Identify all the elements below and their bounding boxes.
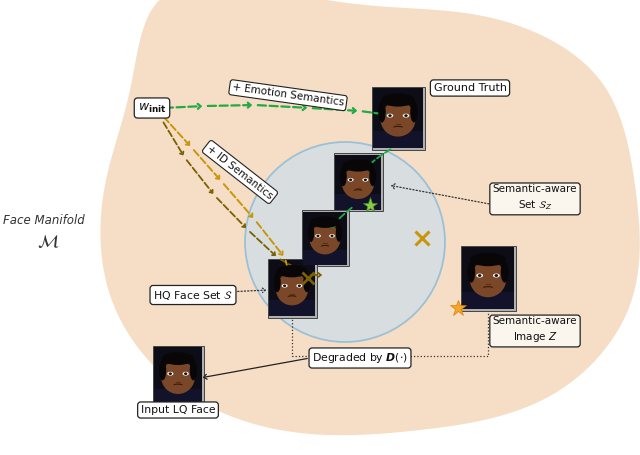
Bar — [373, 131, 423, 148]
Ellipse shape — [476, 273, 483, 278]
Ellipse shape — [470, 253, 506, 266]
Ellipse shape — [349, 178, 352, 181]
Ellipse shape — [403, 114, 409, 117]
Ellipse shape — [282, 284, 287, 288]
Ellipse shape — [364, 178, 367, 181]
Ellipse shape — [184, 372, 188, 375]
Ellipse shape — [336, 223, 342, 242]
Ellipse shape — [495, 274, 498, 277]
Ellipse shape — [308, 223, 314, 242]
Ellipse shape — [478, 274, 481, 277]
Bar — [373, 88, 423, 148]
Ellipse shape — [362, 178, 369, 182]
Bar — [269, 260, 315, 316]
Ellipse shape — [378, 101, 386, 122]
Ellipse shape — [316, 235, 319, 237]
Text: HQ Face Set $\mathcal{S}$: HQ Face Set $\mathcal{S}$ — [153, 288, 233, 302]
Bar — [462, 247, 514, 309]
Bar — [371, 86, 424, 150]
Ellipse shape — [159, 360, 166, 380]
Ellipse shape — [182, 372, 189, 375]
Text: Input LQ Face: Input LQ Face — [141, 405, 215, 415]
Ellipse shape — [296, 284, 302, 288]
Text: + Emotion Semantics: + Emotion Semantics — [232, 82, 344, 108]
Bar — [333, 153, 383, 211]
Text: Ground Truth: Ground Truth — [433, 83, 506, 93]
Ellipse shape — [310, 216, 340, 228]
Bar — [335, 194, 381, 209]
Bar — [154, 389, 202, 405]
Ellipse shape — [303, 273, 310, 292]
Bar — [152, 345, 204, 406]
Ellipse shape — [500, 261, 509, 283]
Bar — [301, 210, 349, 266]
Ellipse shape — [283, 284, 286, 287]
Ellipse shape — [276, 265, 308, 278]
Ellipse shape — [330, 235, 333, 237]
Ellipse shape — [467, 261, 476, 283]
Bar — [461, 246, 515, 310]
Text: Face Manifold: Face Manifold — [3, 213, 85, 227]
Bar — [303, 212, 347, 264]
Ellipse shape — [369, 167, 376, 186]
Text: $w_{\mathbf{init}}$: $w_{\mathbf{init}}$ — [138, 101, 166, 115]
Ellipse shape — [381, 102, 415, 136]
Ellipse shape — [310, 224, 340, 254]
Ellipse shape — [298, 284, 301, 287]
Ellipse shape — [348, 178, 354, 182]
Ellipse shape — [276, 273, 308, 305]
Bar — [462, 292, 514, 309]
Bar — [335, 155, 381, 209]
Ellipse shape — [387, 114, 393, 117]
Ellipse shape — [245, 142, 445, 342]
Ellipse shape — [274, 273, 281, 292]
Ellipse shape — [167, 372, 173, 375]
Bar — [303, 250, 347, 264]
Ellipse shape — [342, 159, 374, 172]
Ellipse shape — [340, 167, 347, 186]
Ellipse shape — [169, 372, 172, 375]
Bar — [268, 258, 317, 318]
Text: Degraded by $\boldsymbol{D}(\cdot)$: Degraded by $\boldsymbol{D}(\cdot)$ — [312, 351, 408, 365]
Text: Semantic-aware
Set $\mathcal{S}_Z$: Semantic-aware Set $\mathcal{S}_Z$ — [493, 184, 577, 212]
Bar — [154, 347, 202, 405]
Bar — [269, 300, 315, 316]
Ellipse shape — [329, 234, 335, 238]
Ellipse shape — [410, 101, 418, 122]
Polygon shape — [100, 0, 640, 435]
Ellipse shape — [342, 167, 374, 199]
Text: $\mathcal{M}$: $\mathcal{M}$ — [37, 233, 59, 251]
Ellipse shape — [190, 360, 197, 380]
Text: Semantic-aware
Image $Z$: Semantic-aware Image $Z$ — [493, 316, 577, 344]
Ellipse shape — [315, 234, 321, 238]
Text: + ID Semantics: + ID Semantics — [205, 143, 275, 201]
Ellipse shape — [493, 273, 500, 278]
Ellipse shape — [161, 360, 195, 394]
Ellipse shape — [470, 261, 506, 297]
Ellipse shape — [162, 352, 195, 365]
Ellipse shape — [381, 93, 415, 106]
Ellipse shape — [388, 114, 392, 117]
Ellipse shape — [404, 114, 408, 117]
